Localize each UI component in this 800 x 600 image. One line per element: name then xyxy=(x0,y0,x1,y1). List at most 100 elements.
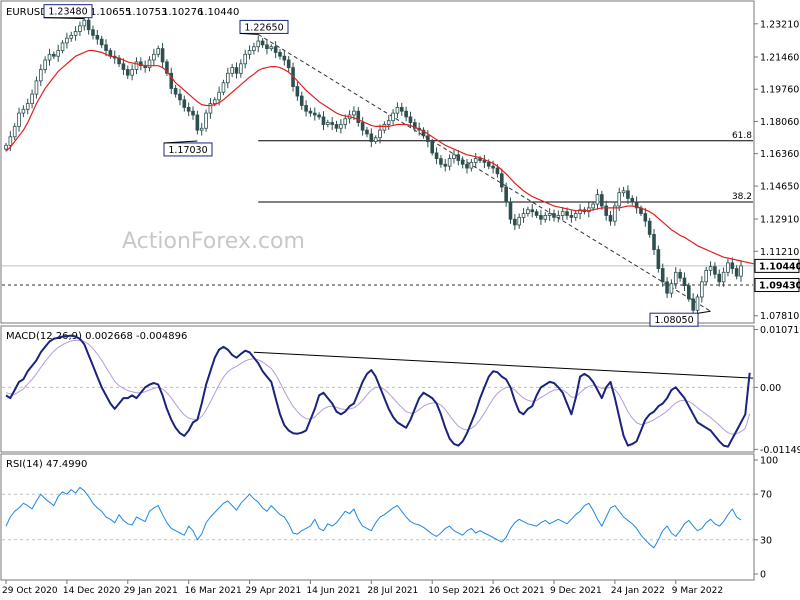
price-bar-body xyxy=(73,31,78,36)
x-tick-label: 29 Jan 2021 xyxy=(124,586,178,596)
price-bar-body xyxy=(573,213,578,218)
price-bar-body xyxy=(465,163,469,169)
x-tick-label: 26 Oct 2021 xyxy=(489,586,545,596)
price-bar-body xyxy=(578,209,582,214)
price-annotation-box xyxy=(239,19,289,34)
price-bar-body xyxy=(499,173,504,188)
price-bar-body xyxy=(539,215,543,220)
price-bar-body xyxy=(608,215,613,222)
x-tick-label: 10 Sep 2021 xyxy=(428,586,485,596)
price-bar-body xyxy=(182,99,187,108)
price-bar-body xyxy=(91,29,95,36)
price-bar-body xyxy=(312,112,317,116)
price-bar-body xyxy=(378,129,382,139)
macd-line xyxy=(5,334,751,448)
price-plot: 61.8 38.2 1.23480 1.17030 1.22650 1.08050 xyxy=(2,4,755,327)
price-tick-label: 1.23210 xyxy=(760,19,799,30)
price-bar-body xyxy=(508,201,513,220)
fib-label: 61.8 xyxy=(732,131,752,141)
price-bar-body xyxy=(152,53,156,61)
price-bar-body xyxy=(365,129,369,135)
price-bar-body xyxy=(521,213,526,218)
macd-trend-line xyxy=(253,351,754,379)
price-bar-body xyxy=(252,46,256,51)
price-bar-body xyxy=(526,209,530,214)
price-bar-body xyxy=(386,120,391,125)
price-bar-body xyxy=(339,124,343,129)
price-bar-body xyxy=(721,271,726,283)
rsi-tick-label: 0 xyxy=(760,570,766,581)
macd-tick-label: 0.010719 xyxy=(760,325,800,336)
x-tick-label: 29 Apr 2021 xyxy=(246,586,302,596)
support-level-label: 1.09430 xyxy=(759,281,800,292)
rsi-line xyxy=(5,486,742,549)
price-annotation-label: 1.23480 xyxy=(48,7,87,18)
price-bar-body xyxy=(547,213,552,216)
x-tick-label: 14 Jun 2021 xyxy=(306,586,360,596)
price-bar-body xyxy=(65,37,69,44)
price-bar-body xyxy=(682,277,687,287)
price-bar-body xyxy=(273,46,278,53)
price-tick-label: 1.18060 xyxy=(760,117,799,128)
price-bar-body xyxy=(95,34,100,40)
price-bar-body xyxy=(330,122,334,125)
price-bar-body xyxy=(486,161,491,167)
price-bar-body xyxy=(282,55,287,61)
price-bar-body xyxy=(243,53,248,65)
price-bar-body xyxy=(208,103,213,114)
price-bar-body xyxy=(204,112,208,129)
price-annotation-pointer xyxy=(697,310,711,314)
price-bar-body xyxy=(195,114,200,131)
price-annotation-pointer xyxy=(43,17,85,20)
price-bar-body xyxy=(447,158,452,167)
price-bar-body xyxy=(78,25,82,32)
price-bar-body xyxy=(104,44,108,51)
price-annotation-box xyxy=(43,4,93,19)
price-bar-body xyxy=(647,220,652,235)
price-bar-body xyxy=(626,190,630,199)
price-bar-body xyxy=(452,154,456,159)
price-bar-body xyxy=(191,110,195,116)
macd-tick-label: -0.011499 xyxy=(760,445,800,456)
rsi-plot xyxy=(2,486,753,549)
price-bar-body xyxy=(334,124,339,129)
ohlc-high: 1.10753 xyxy=(126,7,167,18)
price-annotation-label: 1.22650 xyxy=(244,22,283,33)
price-bar-body xyxy=(586,207,591,213)
price-bar-body xyxy=(652,234,656,250)
rsi-tick-label: 70 xyxy=(760,490,772,501)
price-bar-body xyxy=(134,61,139,70)
macd-signal-line xyxy=(5,339,751,435)
price-bar-body xyxy=(656,249,661,269)
price-bar-body xyxy=(591,203,595,209)
price-bar-body xyxy=(426,135,430,142)
price-bar-body xyxy=(25,103,30,110)
price-bar-body xyxy=(169,72,174,89)
price-bar-body xyxy=(295,86,300,97)
macd-plot xyxy=(2,334,754,448)
price-bar-body xyxy=(278,52,282,57)
fib-label: 38.2 xyxy=(732,192,752,202)
price-bar-body xyxy=(99,38,104,46)
price-bar-body xyxy=(660,268,665,283)
price-bar-body xyxy=(726,262,730,273)
price-bar-body xyxy=(186,107,191,112)
current-price-box xyxy=(754,258,800,273)
price-bar-body xyxy=(673,271,678,285)
price-bar-body xyxy=(156,48,161,55)
price-bar-body xyxy=(21,108,26,114)
price-bar-body xyxy=(69,34,74,39)
price-tick-label: 1.07810 xyxy=(760,311,799,322)
price-bar-body xyxy=(304,105,308,112)
price-bar-body xyxy=(260,40,265,46)
price-bar-body xyxy=(212,99,217,105)
price-bar-body xyxy=(552,213,556,218)
price-bar-body xyxy=(434,152,439,159)
price-bar-body xyxy=(413,122,417,129)
price-bar-body xyxy=(82,19,87,27)
price-bar-body xyxy=(717,273,722,283)
price-bar-body xyxy=(391,112,395,122)
macd-panel-title: MACD(12,26,9) 0.002668 -0.004896 xyxy=(6,331,187,342)
price-bar-body xyxy=(473,158,478,163)
price-bar-body xyxy=(399,107,404,112)
